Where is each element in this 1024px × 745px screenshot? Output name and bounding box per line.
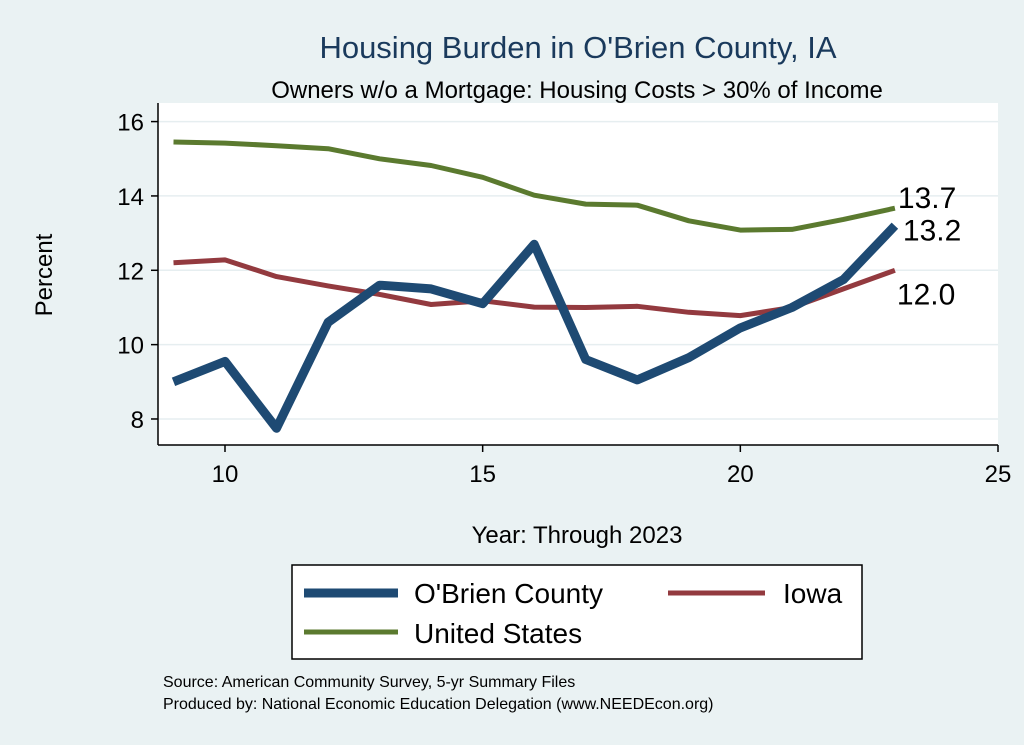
series-line-us bbox=[173, 139, 896, 233]
end-label-iowa: 12.0 bbox=[897, 278, 955, 311]
y-axis-title: Percent bbox=[31, 233, 58, 316]
x-tick-label: 15 bbox=[469, 461, 496, 488]
legend-label-iowa: Iowa bbox=[783, 578, 843, 609]
y-tick-label: 12 bbox=[117, 258, 144, 285]
x-tick-label: 10 bbox=[212, 461, 239, 488]
end-label-obrien: 13.2 bbox=[903, 215, 961, 248]
x-axis-title: Year: Through 2023 bbox=[472, 522, 683, 549]
source-note: Source: American Community Survey, 5-yr … bbox=[163, 674, 575, 691]
y-tick-label: 10 bbox=[117, 333, 144, 360]
end-labels: 13.2 12.0 13.7 bbox=[897, 182, 961, 311]
y-tick-label: 14 bbox=[117, 184, 144, 211]
gridlines bbox=[158, 120, 998, 420]
end-label-us: 13.7 bbox=[898, 182, 956, 215]
plot-area bbox=[158, 103, 998, 445]
y-tick-label: 16 bbox=[117, 110, 144, 137]
legend-box bbox=[291, 564, 863, 660]
x-tick-label: 25 bbox=[985, 461, 1012, 488]
series-line-obrien bbox=[171, 222, 899, 433]
legend-label-us: United States bbox=[414, 618, 582, 649]
legend-label-obrien: O'Brien County bbox=[414, 578, 603, 609]
chart-title: Housing Burden in O'Brien County, IA bbox=[319, 30, 836, 65]
axis-ticks: 8 10 12 14 16 10 15 20 25 bbox=[117, 110, 1011, 488]
series-lines bbox=[171, 139, 899, 433]
producer-note: Produced by: National Economic Education… bbox=[163, 696, 714, 713]
x-tick-label: 20 bbox=[727, 461, 754, 488]
y-tick-label: 8 bbox=[131, 407, 144, 434]
chart-subtitle: Owners w/o a Mortgage: Housing Costs > 3… bbox=[271, 77, 883, 104]
